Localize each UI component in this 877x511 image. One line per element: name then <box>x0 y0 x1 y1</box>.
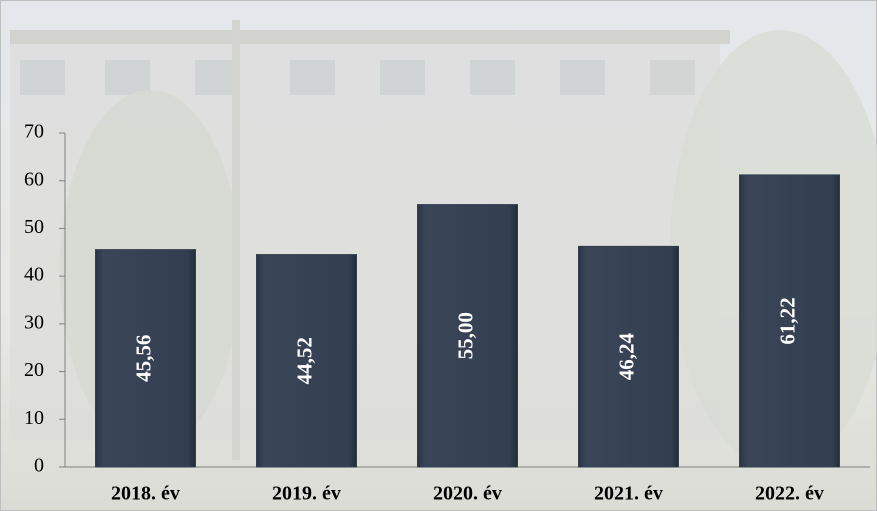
y-tick-label: 20 <box>24 359 44 381</box>
y-tick-label: 0 <box>34 455 44 477</box>
bar <box>95 249 196 468</box>
x-tick-label: 2021. év <box>594 483 663 505</box>
bar <box>256 254 357 468</box>
data-label: 61,22 <box>775 297 799 344</box>
x-tick-label: 2019. év <box>272 483 341 505</box>
y-tick-label: 30 <box>24 311 44 333</box>
data-label: 46,24 <box>614 333 638 381</box>
bar <box>578 245 679 468</box>
bar <box>739 174 840 468</box>
bar <box>417 204 518 468</box>
data-label: 45,56 <box>131 335 155 382</box>
x-tick-label: 2022. év <box>755 483 824 505</box>
x-tick-label: 2018. év <box>111 483 180 505</box>
data-label: 44,52 <box>292 337 316 384</box>
y-tick-label: 70 <box>24 121 44 143</box>
data-label: 55,00 <box>453 312 477 359</box>
y-tick-label: 50 <box>24 216 44 238</box>
y-tick-label: 60 <box>24 168 44 190</box>
x-tick-label: 2020. év <box>433 483 502 505</box>
y-tick-label: 10 <box>24 407 44 429</box>
y-tick-label: 40 <box>24 264 44 286</box>
